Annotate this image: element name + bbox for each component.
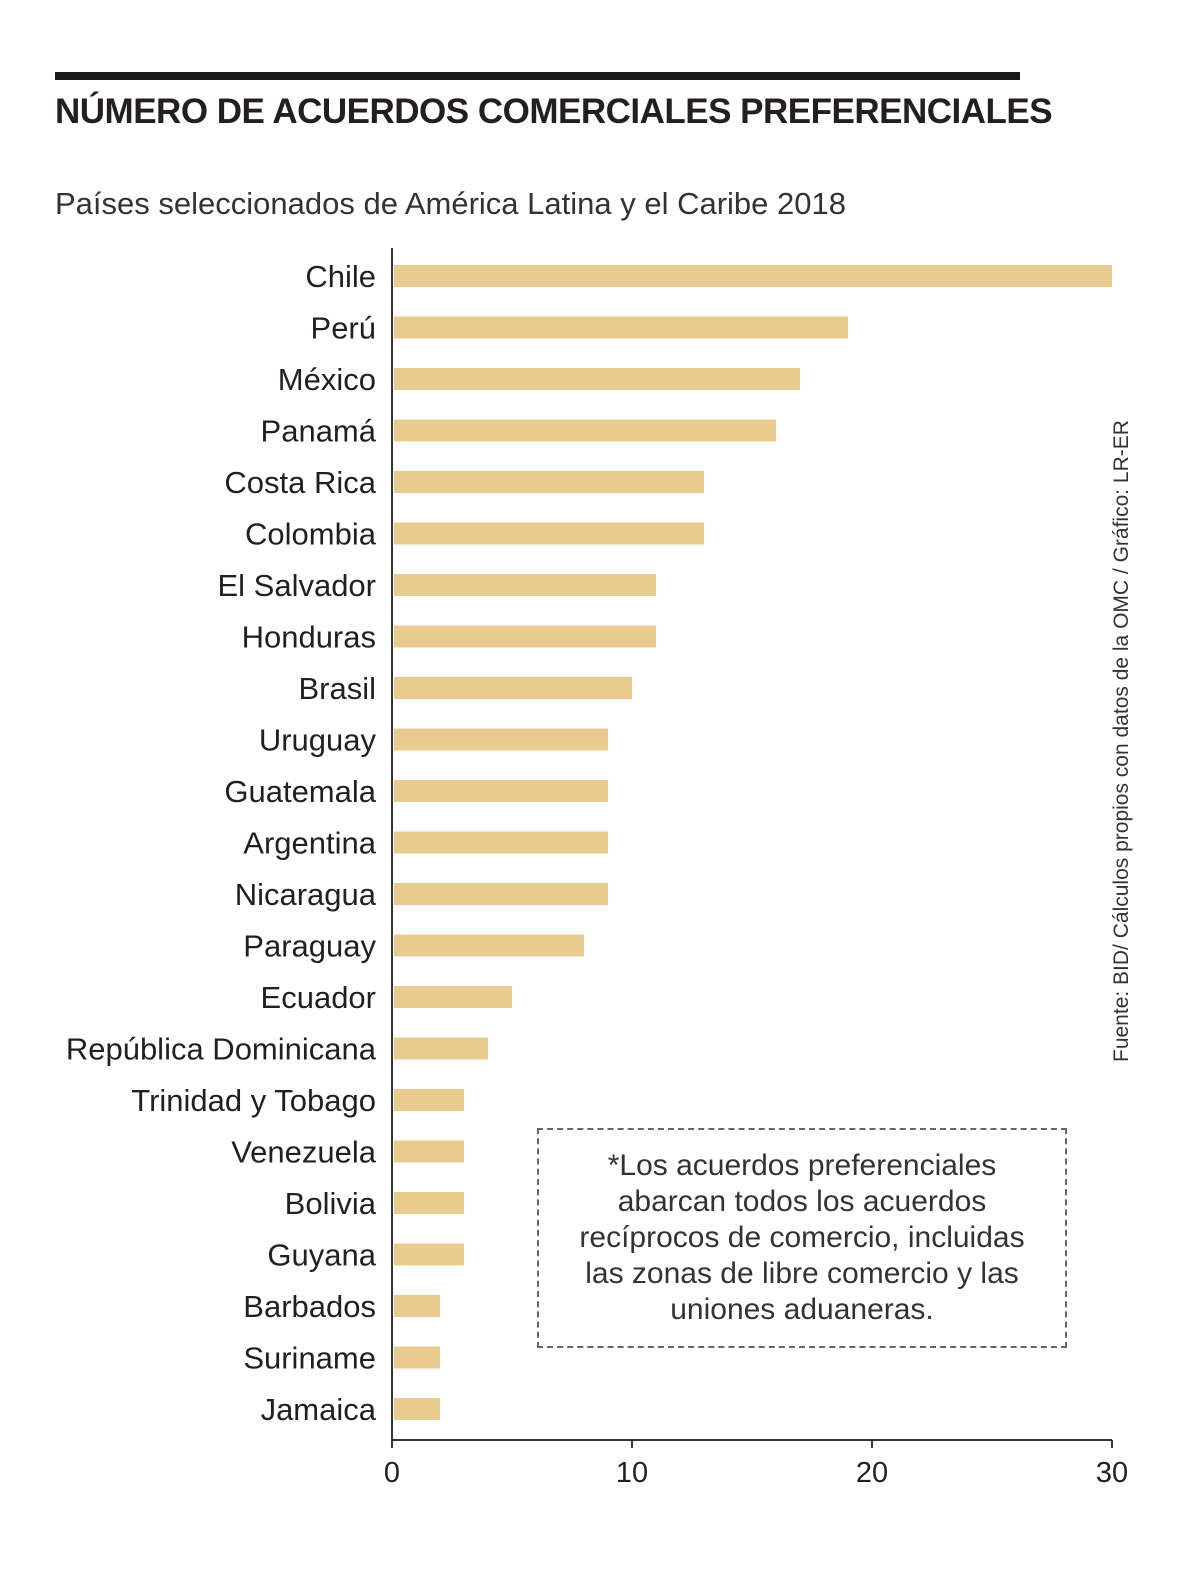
bar-guyana [394,1243,464,1266]
category-label-trinidad-y-tobago: Trinidad y Tobago [131,1083,376,1118]
category-label-peru: Perú [311,311,376,346]
bar-jamaica [394,1398,440,1420]
bar-colombia [394,522,704,545]
bar-panama [394,419,776,442]
bar-ecuador [394,986,512,1008]
bar-costa-rica [394,471,704,493]
x-tick-label-30: 30 [1096,1457,1128,1489]
category-label-panama: Panamá [261,414,377,449]
bar-barbados [394,1295,440,1317]
bar-trinidad-y-tobago [394,1089,464,1111]
bar-paraguay [394,934,584,957]
bar-venezuela [394,1140,464,1163]
bar-peru [394,316,848,339]
category-label-colombia: Colombia [245,517,377,552]
x-tick-label-0: 0 [384,1457,400,1489]
footnote-text: *Los acuerdos preferenciales abarcan tod… [579,1149,1025,1326]
chart-subtitle: Países seleccionados de América Latina y… [55,186,846,221]
category-label-suriname: Suriname [243,1341,376,1376]
bar-uruguay [394,728,608,751]
category-label-el-salvador: El Salvador [217,568,376,603]
category-label-ecuador: Ecuador [261,980,376,1015]
category-label-argentina: Argentina [243,826,376,861]
bar-mexico [394,368,800,390]
category-label-mexico: México [278,362,376,397]
bar-guatemala [394,780,608,802]
category-label-costa-rica: Costa Rica [224,465,376,500]
chart-title: NÚMERO DE ACUERDOS COMERCIALES PREFERENC… [55,92,1053,131]
category-label-honduras: Honduras [242,620,376,655]
category-label-guatemala: Guatemala [224,774,376,809]
bar-brasil [394,677,632,699]
bar-nicaragua [394,883,608,905]
x-tick-label-20: 20 [856,1457,888,1489]
bar-argentina [394,831,608,854]
category-label-paraguay: Paraguay [243,929,376,964]
category-label-chile: Chile [305,259,376,294]
bar-el-salvador [394,574,656,596]
category-label-nicaragua: Nicaragua [235,877,377,912]
category-label-guyana: Guyana [267,1238,376,1273]
category-label-uruguay: Uruguay [259,723,377,758]
source-credit: Fuente: BID/ Cálculos propios con datos … [1110,420,1133,1062]
bar-republica-dominicana [394,1037,488,1060]
bar-suriname [394,1346,440,1369]
category-label-brasil: Brasil [298,671,376,706]
category-label-bolivia: Bolivia [285,1186,377,1221]
bar-chile [394,265,1112,287]
category-label-jamaica: Jamaica [261,1392,377,1427]
bar-honduras [394,625,656,648]
x-tick-label-10: 10 [616,1457,648,1489]
category-label-venezuela: Venezuela [231,1135,377,1170]
title-rule [55,72,1020,80]
category-label-republica-dominicana: República Dominicana [66,1032,377,1067]
bar-bolivia [394,1192,464,1214]
category-label-barbados: Barbados [243,1289,376,1324]
footnote-box: *Los acuerdos preferenciales abarcan tod… [537,1128,1067,1348]
